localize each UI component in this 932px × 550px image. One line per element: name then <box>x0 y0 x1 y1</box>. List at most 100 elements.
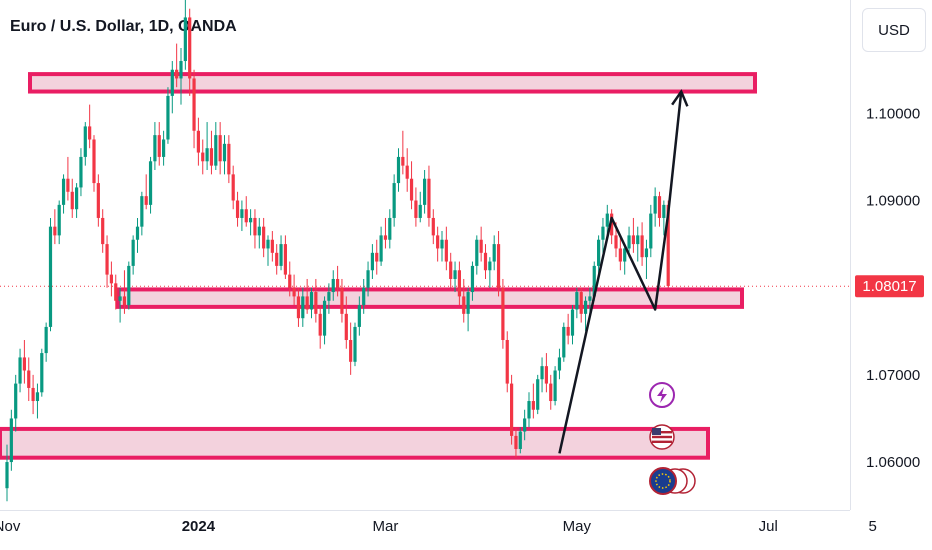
candle <box>553 366 557 406</box>
candle-body <box>510 383 514 436</box>
candle <box>227 135 231 184</box>
candle <box>22 340 26 384</box>
candle-body <box>131 239 135 266</box>
candle-body <box>457 270 461 297</box>
candle <box>48 217 53 332</box>
candle-body <box>40 353 44 393</box>
candle <box>288 261 292 297</box>
candle-body <box>557 357 562 371</box>
candle <box>148 156 153 214</box>
x-tick-label: 5 <box>868 518 876 535</box>
candle-body <box>401 156 405 166</box>
candle <box>449 252 453 288</box>
candle-body <box>444 239 448 262</box>
candle <box>262 217 266 258</box>
candle <box>170 61 174 114</box>
candle <box>340 278 344 323</box>
x-tick-label: Mar <box>373 518 399 535</box>
candle-body <box>514 435 518 449</box>
candle-body <box>340 287 344 314</box>
candle <box>131 235 135 275</box>
x-tick-label: Nov <box>0 518 21 535</box>
currency-button[interactable]: USD <box>862 8 926 52</box>
candle-body <box>383 235 388 240</box>
candle <box>166 87 170 144</box>
candle <box>201 139 205 175</box>
candle-body <box>414 200 418 218</box>
candle <box>153 122 157 170</box>
candle <box>140 191 144 236</box>
candle-body <box>314 292 318 314</box>
candle <box>488 257 492 288</box>
candle-body <box>222 143 227 162</box>
candle <box>610 209 614 245</box>
candle-body <box>105 244 109 275</box>
candle-body <box>288 274 292 288</box>
candle-body <box>462 296 466 314</box>
candle <box>118 287 122 323</box>
candle <box>162 130 166 166</box>
candle <box>75 183 79 218</box>
candle <box>653 187 657 227</box>
candle <box>96 174 100 227</box>
candle-body <box>96 183 100 218</box>
candle <box>462 278 466 323</box>
zone-rect[interactable] <box>28 72 757 94</box>
candle-body <box>362 287 366 306</box>
candle-body <box>527 401 531 419</box>
candle <box>244 196 248 227</box>
candle-body <box>409 178 414 201</box>
candle <box>83 122 87 166</box>
candle-body <box>483 252 488 271</box>
candle <box>618 235 622 271</box>
lightning-icon[interactable] <box>649 382 675 408</box>
annotation-layer <box>558 88 689 454</box>
candle-body <box>322 300 327 336</box>
projection-path[interactable] <box>558 91 683 454</box>
candle <box>279 235 283 271</box>
candle-body <box>631 235 635 245</box>
candle-body <box>27 370 31 388</box>
candle <box>562 322 566 362</box>
candle <box>309 287 314 319</box>
candle <box>444 226 448 271</box>
candle <box>518 427 522 454</box>
candle-body <box>579 292 583 314</box>
candle <box>570 305 575 345</box>
candle <box>253 209 257 249</box>
candle <box>222 135 227 175</box>
candle <box>175 43 179 88</box>
candle <box>214 122 218 170</box>
candle <box>192 69 196 149</box>
candle-body <box>188 17 192 79</box>
us-flag-icon[interactable] <box>649 424 675 450</box>
candle-body <box>122 296 127 306</box>
candle-body <box>66 178 70 192</box>
candle-body <box>118 296 122 301</box>
candle <box>405 148 409 192</box>
candle <box>127 261 131 310</box>
eu-us-flags-icon[interactable] <box>649 467 696 495</box>
candle-body <box>653 196 657 214</box>
zone-rect[interactable] <box>0 426 710 460</box>
candle-body <box>501 287 505 340</box>
candle-body <box>392 183 396 218</box>
candle-body <box>575 292 579 310</box>
candle-body <box>283 244 287 275</box>
candle-body <box>597 239 601 266</box>
y-tick-label: 1.06000 <box>866 454 920 471</box>
candle <box>196 117 200 166</box>
event-icons <box>649 382 696 495</box>
candle <box>205 122 209 170</box>
candle-body <box>570 309 575 336</box>
candle <box>357 296 361 336</box>
candle-body <box>31 387 35 402</box>
candle-body <box>440 239 444 249</box>
candle <box>470 261 475 301</box>
candle-body <box>88 126 92 140</box>
candle-body <box>205 148 209 162</box>
chart-title: Euro / U.S. Dollar, 1D, OANDA <box>10 18 237 35</box>
arrow-head <box>671 88 689 107</box>
candle <box>588 287 592 314</box>
